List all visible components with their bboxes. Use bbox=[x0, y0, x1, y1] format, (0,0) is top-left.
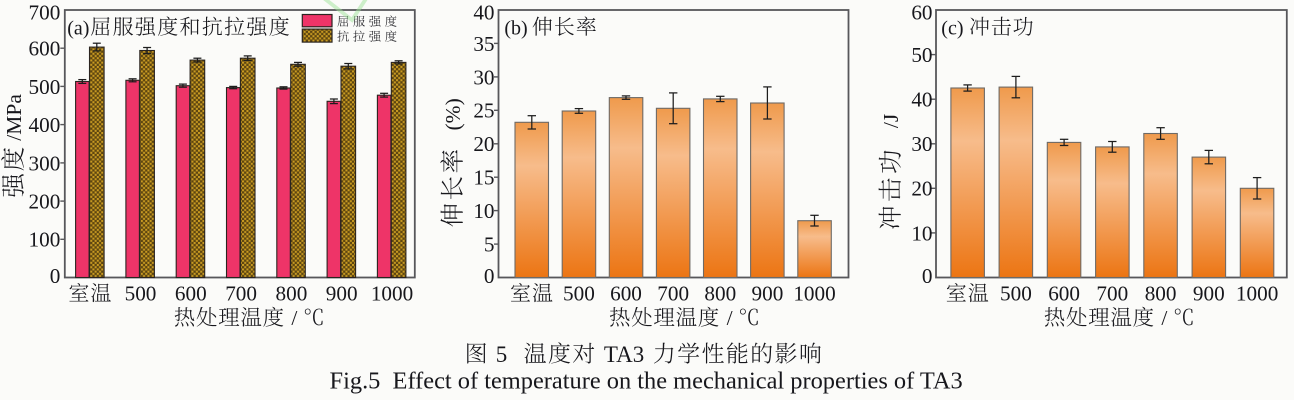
svg-text:600: 600 bbox=[29, 37, 61, 61]
svg-text:500: 500 bbox=[563, 281, 595, 305]
svg-text:800: 800 bbox=[704, 281, 736, 305]
svg-text:500: 500 bbox=[29, 75, 61, 99]
svg-text:(c): (c) bbox=[941, 17, 963, 39]
svg-text:5: 5 bbox=[496, 342, 508, 367]
svg-text:35: 35 bbox=[473, 32, 494, 56]
svg-text:800: 800 bbox=[1145, 281, 1177, 305]
svg-text:TA3: TA3 bbox=[604, 342, 644, 367]
svg-text:(b): (b) bbox=[504, 17, 527, 39]
svg-text:700: 700 bbox=[29, 0, 61, 24]
svg-text:20: 20 bbox=[473, 132, 494, 156]
svg-text:Fig.5 Effect of temperature o: Fig.5 Effect of temperature on the mecha… bbox=[330, 367, 963, 394]
svg-text:0: 0 bbox=[484, 264, 495, 288]
svg-text:500: 500 bbox=[125, 281, 157, 305]
svg-text:400: 400 bbox=[29, 113, 61, 137]
svg-text:30: 30 bbox=[473, 65, 494, 89]
svg-text:10: 10 bbox=[911, 221, 932, 245]
svg-text:600: 600 bbox=[175, 281, 207, 305]
svg-text:50: 50 bbox=[911, 43, 932, 67]
svg-text:1000: 1000 bbox=[1236, 281, 1278, 305]
svg-text:/J: /J bbox=[879, 114, 903, 128]
svg-text:15: 15 bbox=[473, 166, 494, 190]
svg-text:600: 600 bbox=[1048, 281, 1080, 305]
svg-text:/: / bbox=[291, 306, 297, 330]
svg-text:30: 30 bbox=[911, 132, 932, 156]
svg-text:40: 40 bbox=[473, 1, 494, 25]
svg-text:300: 300 bbox=[29, 151, 61, 175]
svg-text:1000: 1000 bbox=[793, 281, 835, 305]
svg-text:200: 200 bbox=[29, 190, 61, 214]
svg-text:/: / bbox=[727, 306, 733, 330]
svg-text:/MPa: /MPa bbox=[2, 94, 26, 141]
svg-text:100: 100 bbox=[29, 228, 61, 252]
svg-text:(%): (%) bbox=[441, 98, 465, 130]
svg-text:900: 900 bbox=[752, 281, 784, 305]
svg-text:10: 10 bbox=[473, 199, 494, 223]
svg-text:700: 700 bbox=[657, 281, 689, 305]
svg-text:0: 0 bbox=[50, 264, 61, 288]
svg-text:500: 500 bbox=[1000, 281, 1032, 305]
svg-text:/: / bbox=[1161, 306, 1167, 330]
svg-text:700: 700 bbox=[1096, 281, 1128, 305]
svg-text:700: 700 bbox=[225, 281, 257, 305]
svg-text:1000: 1000 bbox=[371, 281, 413, 305]
svg-text:5: 5 bbox=[484, 233, 495, 257]
svg-text:900: 900 bbox=[1193, 281, 1225, 305]
svg-text:800: 800 bbox=[276, 281, 308, 305]
svg-text:60: 60 bbox=[911, 0, 932, 24]
svg-text:(a): (a) bbox=[67, 17, 89, 39]
svg-text:600: 600 bbox=[610, 281, 642, 305]
svg-text:25: 25 bbox=[473, 99, 494, 123]
svg-text:40: 40 bbox=[911, 88, 932, 112]
svg-text:20: 20 bbox=[911, 177, 932, 201]
svg-text:900: 900 bbox=[326, 281, 358, 305]
svg-text:0: 0 bbox=[922, 264, 933, 288]
